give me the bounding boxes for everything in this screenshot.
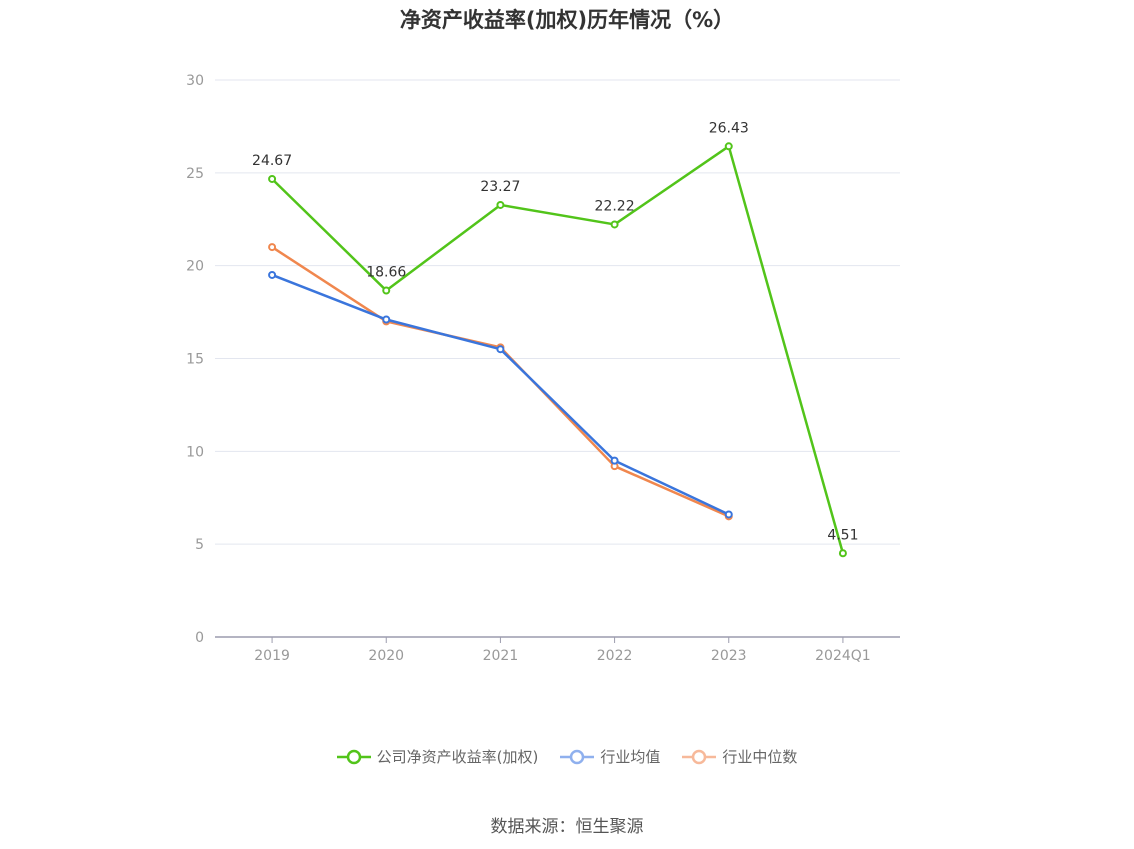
legend-item-industry-median[interactable]: 行业中位数 xyxy=(682,746,797,767)
data-point-0-2021 xyxy=(496,200,505,209)
legend-swatch-industry-average xyxy=(560,749,595,764)
series-line-0 xyxy=(271,145,845,554)
x-tick-label-2023: 2023 xyxy=(711,648,747,664)
data-label-0-2019: 24.67 xyxy=(252,153,292,169)
x-tick-label-2020: 2020 xyxy=(368,648,404,664)
data-label-0-2024Q1: 4.51 xyxy=(827,527,858,543)
legend: 公司净资产收益率(加权) 行业均值 行业中位数 xyxy=(0,746,1134,767)
data-point-0-2023 xyxy=(724,142,733,151)
data-point-1-2023 xyxy=(724,510,733,519)
legend-label-industry-median: 行业中位数 xyxy=(722,748,798,766)
gridlines xyxy=(215,79,900,545)
y-tick-label-15: 15 xyxy=(186,352,204,368)
data-labels: 24.67 18.66 23.27 22.22 26.43 4.51 xyxy=(252,120,858,543)
data-source: 数据来源：恒生聚源 xyxy=(490,817,644,837)
y-tick-label-25: 25 xyxy=(186,166,204,182)
x-tick-label-2024Q1: 2024Q1 xyxy=(815,648,871,664)
data-label-0-2022: 22.22 xyxy=(595,198,635,214)
y-tick-label-0: 0 xyxy=(195,630,204,646)
data-point-2-2019 xyxy=(268,243,277,252)
data-label-0-2023: 26.43 xyxy=(709,120,749,136)
chart-title: 净资产收益率(加权)历年情况（%） xyxy=(399,8,735,32)
x-tick-label-2022: 2022 xyxy=(597,648,633,664)
legend-label-industry-average: 行业均值 xyxy=(600,748,661,766)
series-lines xyxy=(268,142,847,558)
line-chart: 0 5 10 15 20 25 30 2019 2020 2021 2022 2023 2024Q1 2… xyxy=(186,73,900,664)
y-tick-label-5: 5 xyxy=(195,537,204,553)
data-point-1-2022 xyxy=(610,456,619,465)
legend-label-company: 公司净资产收益率(加权) xyxy=(376,748,539,766)
data-point-0-2020 xyxy=(382,286,391,295)
series-line-2 xyxy=(271,246,730,518)
legend-swatch-company xyxy=(336,749,371,764)
legend-item-industry-average[interactable]: 行业均值 xyxy=(560,746,660,767)
data-point-1-2019 xyxy=(268,270,277,279)
data-point-0-2022 xyxy=(610,220,619,229)
data-point-0-2019 xyxy=(268,174,277,183)
y-tick-label-20: 20 xyxy=(186,259,204,275)
series-line-1 xyxy=(271,273,730,516)
data-point-0-2024Q1 xyxy=(838,549,847,558)
x-tick-label-2021: 2021 xyxy=(483,648,519,664)
data-point-1-2020 xyxy=(382,315,391,324)
data-label-0-2021: 23.27 xyxy=(480,179,520,195)
legend-swatch-industry-median xyxy=(682,749,717,764)
y-tick-label-10: 10 xyxy=(186,444,204,460)
legend-item-company[interactable]: 公司净资产收益率(加权) xyxy=(336,746,539,767)
x-tick-label-2019: 2019 xyxy=(254,648,290,664)
data-label-0-2020: 18.66 xyxy=(366,265,406,281)
y-tick-label-30: 30 xyxy=(186,73,204,89)
data-point-1-2021 xyxy=(496,345,505,354)
axes: 0 5 10 15 20 25 30 2019 2020 2021 2022 2023 2024Q1 xyxy=(186,73,900,664)
